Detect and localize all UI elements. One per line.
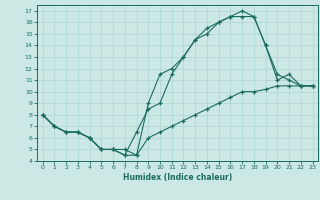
- X-axis label: Humidex (Indice chaleur): Humidex (Indice chaleur): [123, 173, 232, 182]
